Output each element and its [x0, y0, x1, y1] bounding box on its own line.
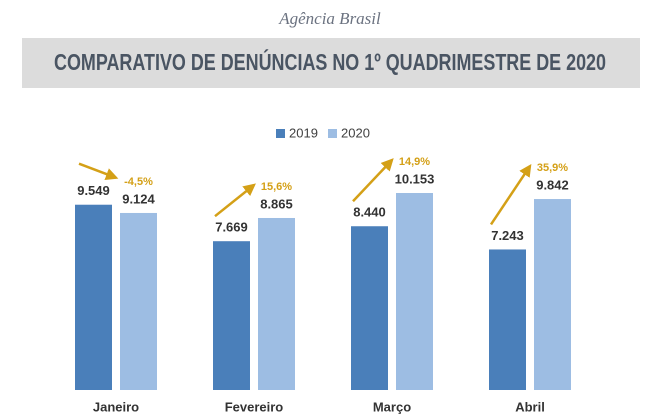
change-arrow — [78, 162, 119, 181]
chart-title: COMPARATIVO DE DENÚNCIAS NO 1º QUADRIMES… — [54, 48, 606, 75]
x-tick-label: Fevereiro — [225, 399, 284, 414]
value-label: 9.549 — [77, 183, 110, 198]
x-tick-label: Abril — [515, 399, 545, 414]
value-label: 9.124 — [122, 191, 155, 206]
source: Agência Brasil — [278, 9, 381, 28]
legend-label: 2019 — [289, 125, 318, 140]
annotation: 15,6% — [261, 181, 292, 193]
change-arrow — [352, 158, 394, 203]
bar — [258, 217, 295, 390]
bar — [396, 193, 433, 390]
bar — [75, 204, 112, 390]
legend-swatch — [328, 129, 337, 138]
bar — [120, 212, 157, 390]
value-label: 9.842 — [536, 177, 569, 192]
x-tick-label: Março — [373, 399, 411, 414]
annotation: 14,9% — [399, 156, 430, 168]
annotation: -4,5% — [124, 176, 153, 188]
change-arrow — [214, 183, 256, 218]
bar — [489, 249, 526, 390]
value-label: 8.440 — [353, 205, 386, 220]
value-label: 7.243 — [491, 228, 524, 243]
bar — [534, 199, 571, 390]
bar — [213, 241, 250, 390]
legend-swatch — [276, 129, 285, 138]
value-label: 7.669 — [215, 220, 248, 235]
x-tick-label: Janeiro — [93, 399, 139, 414]
title-band — [22, 38, 640, 88]
legend-label: 2020 — [341, 125, 370, 140]
annotation: 35,9% — [537, 162, 568, 174]
value-label: 8.865 — [260, 196, 293, 211]
bar — [351, 226, 388, 390]
value-label: 10.153 — [395, 171, 435, 186]
change-arrow — [489, 163, 532, 226]
